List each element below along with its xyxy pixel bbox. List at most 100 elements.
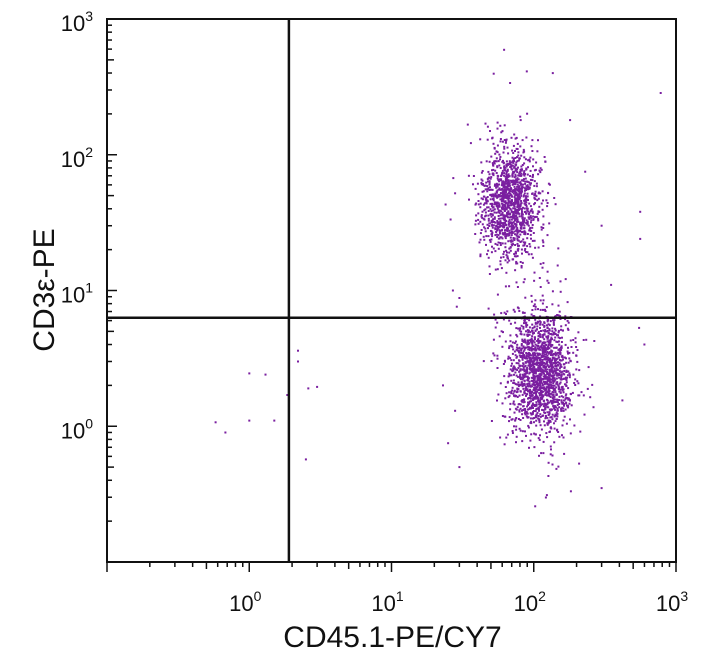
data-point: [507, 173, 510, 176]
data-point: [568, 351, 571, 354]
data-point: [519, 224, 522, 227]
data-point: [542, 366, 545, 369]
data-point: [558, 382, 561, 385]
data-point: [542, 241, 545, 244]
data-point: [529, 331, 532, 334]
data-point: [560, 395, 563, 398]
data-point: [534, 338, 536, 341]
data-point: [534, 202, 536, 205]
data-point: [532, 404, 535, 406]
data-point: [548, 379, 551, 382]
data-point: [542, 440, 545, 443]
data-point: [560, 409, 563, 412]
data-point: [542, 245, 545, 247]
data-point: [486, 223, 489, 226]
data-point: [527, 385, 530, 388]
data-point: [511, 175, 514, 178]
data-point: [556, 404, 559, 407]
data-point: [554, 408, 557, 411]
data-point: [525, 386, 528, 389]
data-point: [495, 233, 498, 236]
data-point: [538, 381, 541, 384]
data-point: [508, 160, 511, 163]
data-point: [505, 190, 508, 193]
data-point: [519, 203, 522, 206]
data-point: [513, 202, 516, 205]
data-point: [505, 249, 508, 252]
data-point: [553, 415, 556, 418]
data-point: [506, 381, 509, 384]
data-point: [544, 310, 547, 312]
data-point: [529, 357, 531, 360]
data-point: [525, 180, 528, 183]
data-point: [533, 386, 536, 389]
data-point: [554, 329, 557, 332]
data-point: [506, 193, 509, 196]
data-point: [499, 214, 502, 217]
data-point: [554, 354, 557, 357]
data-point: [499, 232, 501, 235]
data-point: [520, 165, 523, 168]
data-point: [480, 161, 483, 164]
data-point: [517, 249, 520, 252]
data-point: [516, 349, 519, 352]
data-point: [493, 160, 496, 163]
data-point: [571, 391, 574, 394]
data-point: [520, 172, 523, 175]
data-point: [505, 208, 508, 211]
data-point: [524, 187, 527, 190]
data-point: [499, 178, 501, 181]
data-point: [566, 350, 569, 353]
data-point: [522, 362, 525, 365]
data-point: [538, 373, 541, 376]
data-point: [492, 142, 495, 145]
data-point: [536, 212, 539, 215]
data-point: [496, 165, 499, 168]
data-point: [452, 177, 455, 180]
data-point: [529, 417, 532, 420]
data-point: [497, 188, 500, 191]
data-point: [534, 346, 537, 349]
data-point: [488, 225, 491, 227]
data-point: [549, 392, 552, 395]
data-point: [484, 211, 487, 214]
data-point: [543, 346, 546, 349]
data-point: [522, 405, 525, 408]
data-point: [527, 331, 530, 334]
data-point: [542, 390, 544, 393]
data-point: [481, 216, 484, 219]
data-point: [494, 268, 497, 271]
data-point: [538, 341, 541, 344]
data-point: [550, 384, 553, 387]
data-point: [534, 194, 537, 196]
data-point: [516, 216, 519, 219]
data-point: [576, 349, 579, 351]
data-point: [544, 417, 547, 420]
data-point: [492, 224, 495, 227]
data-point: [557, 348, 560, 351]
data-point: [530, 420, 533, 423]
data-point: [551, 359, 554, 362]
data-point: [539, 374, 542, 377]
data-point: [510, 234, 513, 237]
data-point: [491, 245, 493, 248]
data-point: [552, 331, 555, 334]
data-point: [520, 266, 523, 269]
data-point: [538, 340, 541, 342]
data-point: [515, 346, 518, 349]
data-point: [515, 374, 518, 377]
data-point: [534, 299, 537, 302]
data-point: [518, 205, 521, 208]
data-point: [562, 396, 565, 399]
data-point: [515, 425, 518, 428]
data-point: [558, 395, 561, 398]
data-point: [541, 190, 544, 193]
data-point: [518, 376, 521, 379]
data-point: [487, 249, 490, 252]
data-point: [528, 360, 531, 363]
data-point: [530, 208, 533, 211]
data-point: [503, 168, 506, 170]
data-point: [504, 188, 507, 191]
data-point: [560, 399, 563, 402]
data-point: [512, 227, 515, 230]
